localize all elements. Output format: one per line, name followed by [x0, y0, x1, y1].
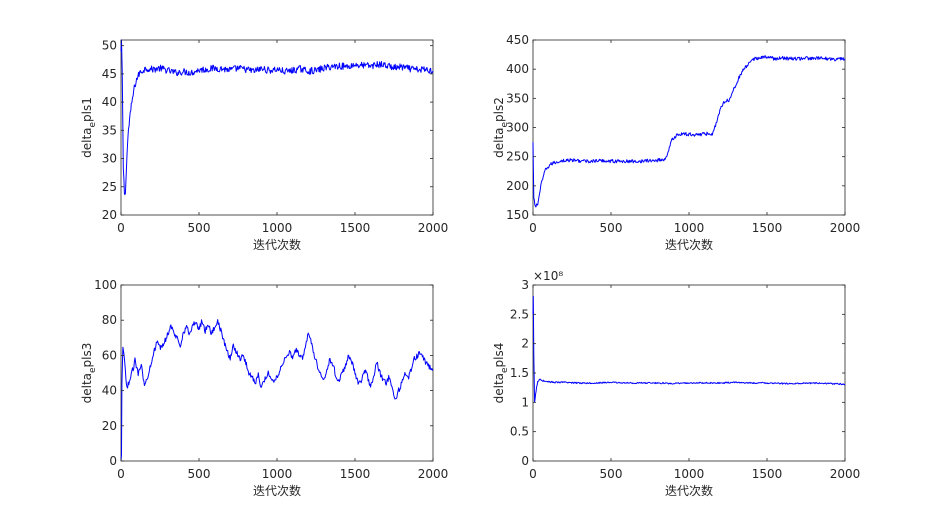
y-tick-label: 0.5: [510, 425, 529, 439]
y-tick-label: 450: [506, 33, 529, 47]
y-axis-label-tail: pls1: [80, 97, 94, 122]
axes-frame: [532, 284, 846, 462]
x-tick-label: 2000: [830, 467, 861, 481]
x-axis-label: 迭代次数: [665, 483, 713, 498]
y-tick-label: 100: [94, 278, 117, 292]
x-tick-label: 0: [529, 467, 537, 481]
y-tick-label: 3: [521, 278, 529, 292]
y-axis-label-main: delta: [492, 373, 506, 403]
x-tick-label: 0: [117, 221, 125, 235]
y-tick-label: 2.5: [510, 307, 529, 321]
x-tick-label: 1500: [340, 467, 371, 481]
x-axis-label: 迭代次数: [253, 483, 301, 498]
y-axis-label-main: delta: [492, 127, 506, 157]
axes-frame: [120, 39, 434, 216]
x-tick-label: 1000: [674, 467, 705, 481]
y-tick-label: 40: [102, 95, 117, 109]
x-tick-label: 0: [117, 467, 125, 481]
x-tick-label: 1000: [262, 221, 293, 235]
x-tick-label: 500: [188, 467, 211, 481]
y-tick-label: 45: [102, 67, 117, 81]
x-tick-label: 500: [188, 221, 211, 235]
y-tick-label: 80: [102, 313, 117, 327]
x-tick-label: 1500: [752, 221, 783, 235]
x-tick-label: 0: [529, 221, 537, 235]
y-tick-label: 350: [506, 91, 529, 105]
subplot-2: 0 500 1000 1500 2000 150 200 250 300 350 400 450 迭代次…: [492, 33, 860, 252]
y-tick-label: 2: [521, 337, 529, 351]
series-line: [120, 39, 434, 196]
y-tick-label: 150: [506, 208, 529, 222]
y-axis-label: deltaepls3: [80, 343, 98, 404]
axes-frame: [120, 284, 434, 462]
y-tick-label: 60: [102, 348, 117, 362]
x-tick-label: 2000: [830, 221, 861, 235]
subplot-4: 0 500 1000 1500 2000 0 0.5 1 1.5 2 2.5 3 ×10⁸ 迭代次数 del…: [492, 269, 860, 498]
series-line: [532, 55, 846, 208]
y-tick-label: 250: [506, 150, 529, 164]
x-axis-label: 迭代次数: [253, 237, 301, 252]
x-tick-label: 1000: [262, 467, 293, 481]
subplot-1: 0 500 1000 1500 2000 20 25 30 35 40 45 50 迭代次数 deltae…: [80, 39, 448, 252]
y-tick-label: 50: [102, 39, 117, 53]
y-axis-label-main: delta: [80, 373, 94, 403]
y-axis-label: deltaepls4: [492, 343, 510, 404]
y-axis-label-sub: e: [88, 121, 98, 127]
y-axis-exponent: ×10⁸: [533, 269, 563, 283]
y-tick-label: 1: [521, 395, 529, 409]
y-tick-label: 35: [102, 123, 117, 137]
y-tick-label: 30: [102, 152, 117, 166]
x-tick-label: 1500: [340, 221, 371, 235]
y-axis-label-tail: pls4: [492, 343, 506, 368]
series-line: [120, 319, 434, 462]
x-tick-label: 1000: [674, 221, 705, 235]
y-axis-label: deltaepls1: [80, 97, 98, 158]
x-tick-label: 2000: [418, 467, 449, 481]
x-tick-label: 500: [600, 467, 623, 481]
y-tick-label: 200: [506, 179, 529, 193]
x-axis-label: 迭代次数: [665, 237, 713, 252]
y-axis-label-sub: e: [500, 121, 510, 127]
y-tick-label: 0: [521, 454, 529, 468]
series-line: [532, 295, 846, 403]
y-tick-label: 25: [102, 180, 117, 194]
axes-frame: [532, 39, 846, 216]
y-tick-label: 300: [506, 121, 529, 135]
y-axis-label-tail: pls2: [492, 97, 506, 122]
y-axis-label-main: delta: [80, 127, 94, 157]
x-tick-label: 1500: [752, 467, 783, 481]
x-tick-label: 2000: [418, 221, 449, 235]
y-tick-label: 1.5: [510, 366, 529, 380]
y-tick-label: 40: [102, 384, 117, 398]
subplot-3: 0 500 1000 1500 2000 0 20 40 60 80 100 迭代次数 deltaepl…: [80, 278, 448, 498]
y-tick-label: 0: [109, 454, 117, 468]
y-tick-label: 20: [102, 419, 117, 433]
x-tick-label: 500: [600, 221, 623, 235]
y-tick-label: 400: [506, 62, 529, 76]
y-axis-label-sub: e: [88, 367, 98, 373]
y-axis-label: deltaepls2: [492, 97, 510, 158]
y-axis-label-sub: e: [500, 367, 510, 373]
y-axis-label-tail: pls3: [80, 343, 94, 368]
y-tick-label: 20: [102, 208, 117, 222]
